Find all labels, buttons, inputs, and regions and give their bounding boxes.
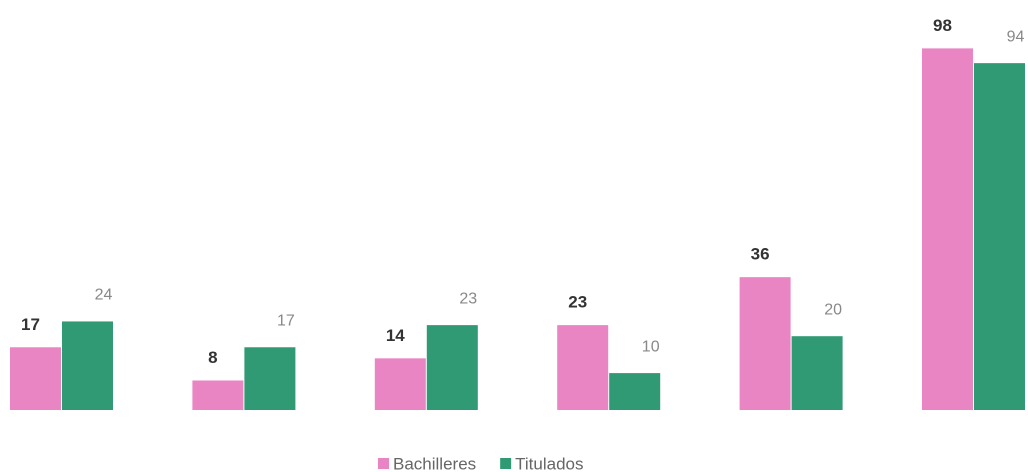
bar — [922, 48, 973, 410]
bar — [244, 347, 296, 410]
data-label: 14 — [386, 326, 405, 345]
bar — [557, 325, 609, 410]
legend-swatch — [500, 458, 512, 469]
bar — [192, 380, 244, 410]
bar — [10, 347, 61, 410]
bar — [62, 321, 113, 410]
data-label: 23 — [568, 293, 587, 312]
bar — [974, 63, 1025, 410]
data-label: 23 — [459, 290, 477, 307]
legend-label: Titulados — [515, 454, 583, 472]
data-label: 17 — [21, 315, 40, 334]
bar — [426, 325, 478, 410]
data-label: 20 — [824, 301, 842, 318]
legend-swatch — [378, 458, 389, 469]
bar — [791, 336, 843, 410]
data-label: 36 — [751, 245, 770, 264]
data-label: 94 — [1007, 28, 1025, 45]
data-label: 8 — [208, 348, 217, 367]
data-label: 10 — [642, 338, 660, 355]
data-label: 24 — [95, 287, 113, 304]
bar — [739, 277, 791, 410]
legend-label: Bachilleres — [393, 454, 476, 472]
bar — [374, 358, 426, 410]
data-label: 98 — [933, 16, 952, 35]
data-label: 17 — [277, 312, 295, 329]
bar — [609, 373, 661, 410]
